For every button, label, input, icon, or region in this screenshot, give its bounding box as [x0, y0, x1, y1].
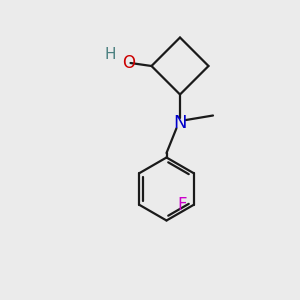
Text: H: H	[105, 46, 116, 62]
Text: O: O	[122, 54, 135, 72]
Text: F: F	[178, 196, 187, 214]
Text: N: N	[173, 114, 187, 132]
